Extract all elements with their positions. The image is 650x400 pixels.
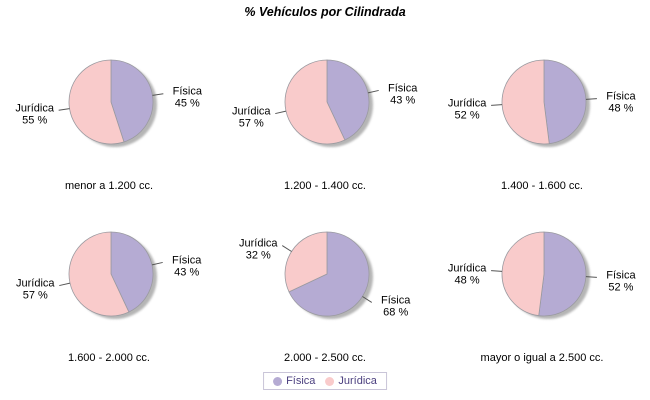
pie-slice-fisica [326, 59, 370, 141]
slice-name-label: Física [173, 86, 203, 98]
pie-slice-juridica [501, 59, 550, 145]
pie-cell: Física 43 % Jurídica 57 % 1.600 - 2.000 cc. [1, 212, 217, 382]
legend-label: Jurídica [338, 375, 377, 387]
slice-percent-label: 43 % [174, 266, 199, 278]
label-leader-line [151, 261, 163, 266]
slice-name-label: Física [606, 269, 636, 281]
slice-percent-label: 57 % [239, 118, 264, 130]
slice-name-label: Jurídica [448, 97, 487, 109]
label-leader-line [362, 296, 373, 303]
label-leader-line [281, 245, 292, 252]
pie-category-label: menor a 1.200 cc. [64, 180, 154, 192]
label-leader-line [275, 110, 287, 115]
pie-slice-juridica [68, 59, 125, 145]
pie-cell: Física 48 % Jurídica 52 % 1.400 - 1.600 cc. [434, 40, 650, 210]
pie-cell: Física 43 % Jurídica 57 % 1.200 - 1.400 cc. [217, 40, 433, 210]
pie-slice-fisica [110, 59, 154, 143]
slice-name-label: Jurídica [15, 102, 54, 114]
slice-name-label: Jurídica [232, 106, 271, 118]
label-leader-line [152, 93, 164, 96]
chart-title: % Vehículos por Cilindrada [244, 5, 406, 19]
pie-category-label: 1.400 - 1.600 cc. [501, 180, 583, 192]
pie-slice-juridica [501, 231, 545, 317]
slice-name-label: Física [172, 254, 202, 266]
legend-item-fisica: Física [273, 375, 315, 387]
pie-category-label: 2.000 - 2.500 cc. [284, 352, 366, 364]
slice-name-label: Jurídica [16, 278, 55, 290]
slice-percent-label: 68 % [383, 306, 408, 318]
legend-swatch-icon [273, 376, 283, 386]
label-leader-line [58, 108, 70, 111]
slice-percent-label: 48 % [455, 275, 480, 287]
pie-cell: Física 52 % Jurídica 48 % mayor o igual a 2.… [434, 212, 650, 382]
slice-percent-label: 43 % [390, 94, 415, 106]
legend-swatch-icon [325, 376, 335, 386]
pie-slice-fisica [538, 231, 587, 317]
label-leader-line [585, 98, 597, 100]
pie-category-label: 1.600 - 2.000 cc. [68, 352, 150, 364]
label-leader-line [491, 104, 503, 106]
slice-name-label: Jurídica [239, 238, 278, 250]
legend: Física Jurídica [263, 372, 387, 390]
slice-name-label: Física [606, 91, 636, 103]
legend-item-juridica: Jurídica [325, 375, 377, 387]
slice-percent-label: 32 % [246, 250, 271, 262]
label-leader-line [585, 276, 597, 278]
slice-percent-label: 48 % [608, 103, 633, 115]
slice-name-label: Física [381, 294, 411, 306]
label-leader-line [491, 270, 503, 272]
slice-name-label: Jurídica [448, 263, 487, 275]
label-leader-line [367, 89, 379, 94]
slice-percent-label: 45 % [175, 98, 200, 110]
label-leader-line [59, 282, 71, 287]
slice-percent-label: 52 % [455, 109, 480, 121]
pie-category-label: mayor o igual a 2.500 cc. [480, 352, 604, 364]
legend-label: Física [286, 375, 316, 387]
pie-cell: Física 45 % Jurídica 55 % menor a 1.200 cc. [1, 40, 217, 210]
pie-cell: Física 68 % Jurídica 32 % 2.000 - 2.500 cc. [217, 212, 433, 382]
pie-slice-fisica [110, 231, 154, 313]
pie-category-label: 1.200 - 1.400 cc. [284, 180, 366, 192]
slice-percent-label: 57 % [23, 290, 48, 302]
slice-percent-label: 52 % [608, 281, 633, 293]
slice-name-label: Física [388, 82, 418, 94]
slice-percent-label: 55 % [22, 114, 47, 126]
